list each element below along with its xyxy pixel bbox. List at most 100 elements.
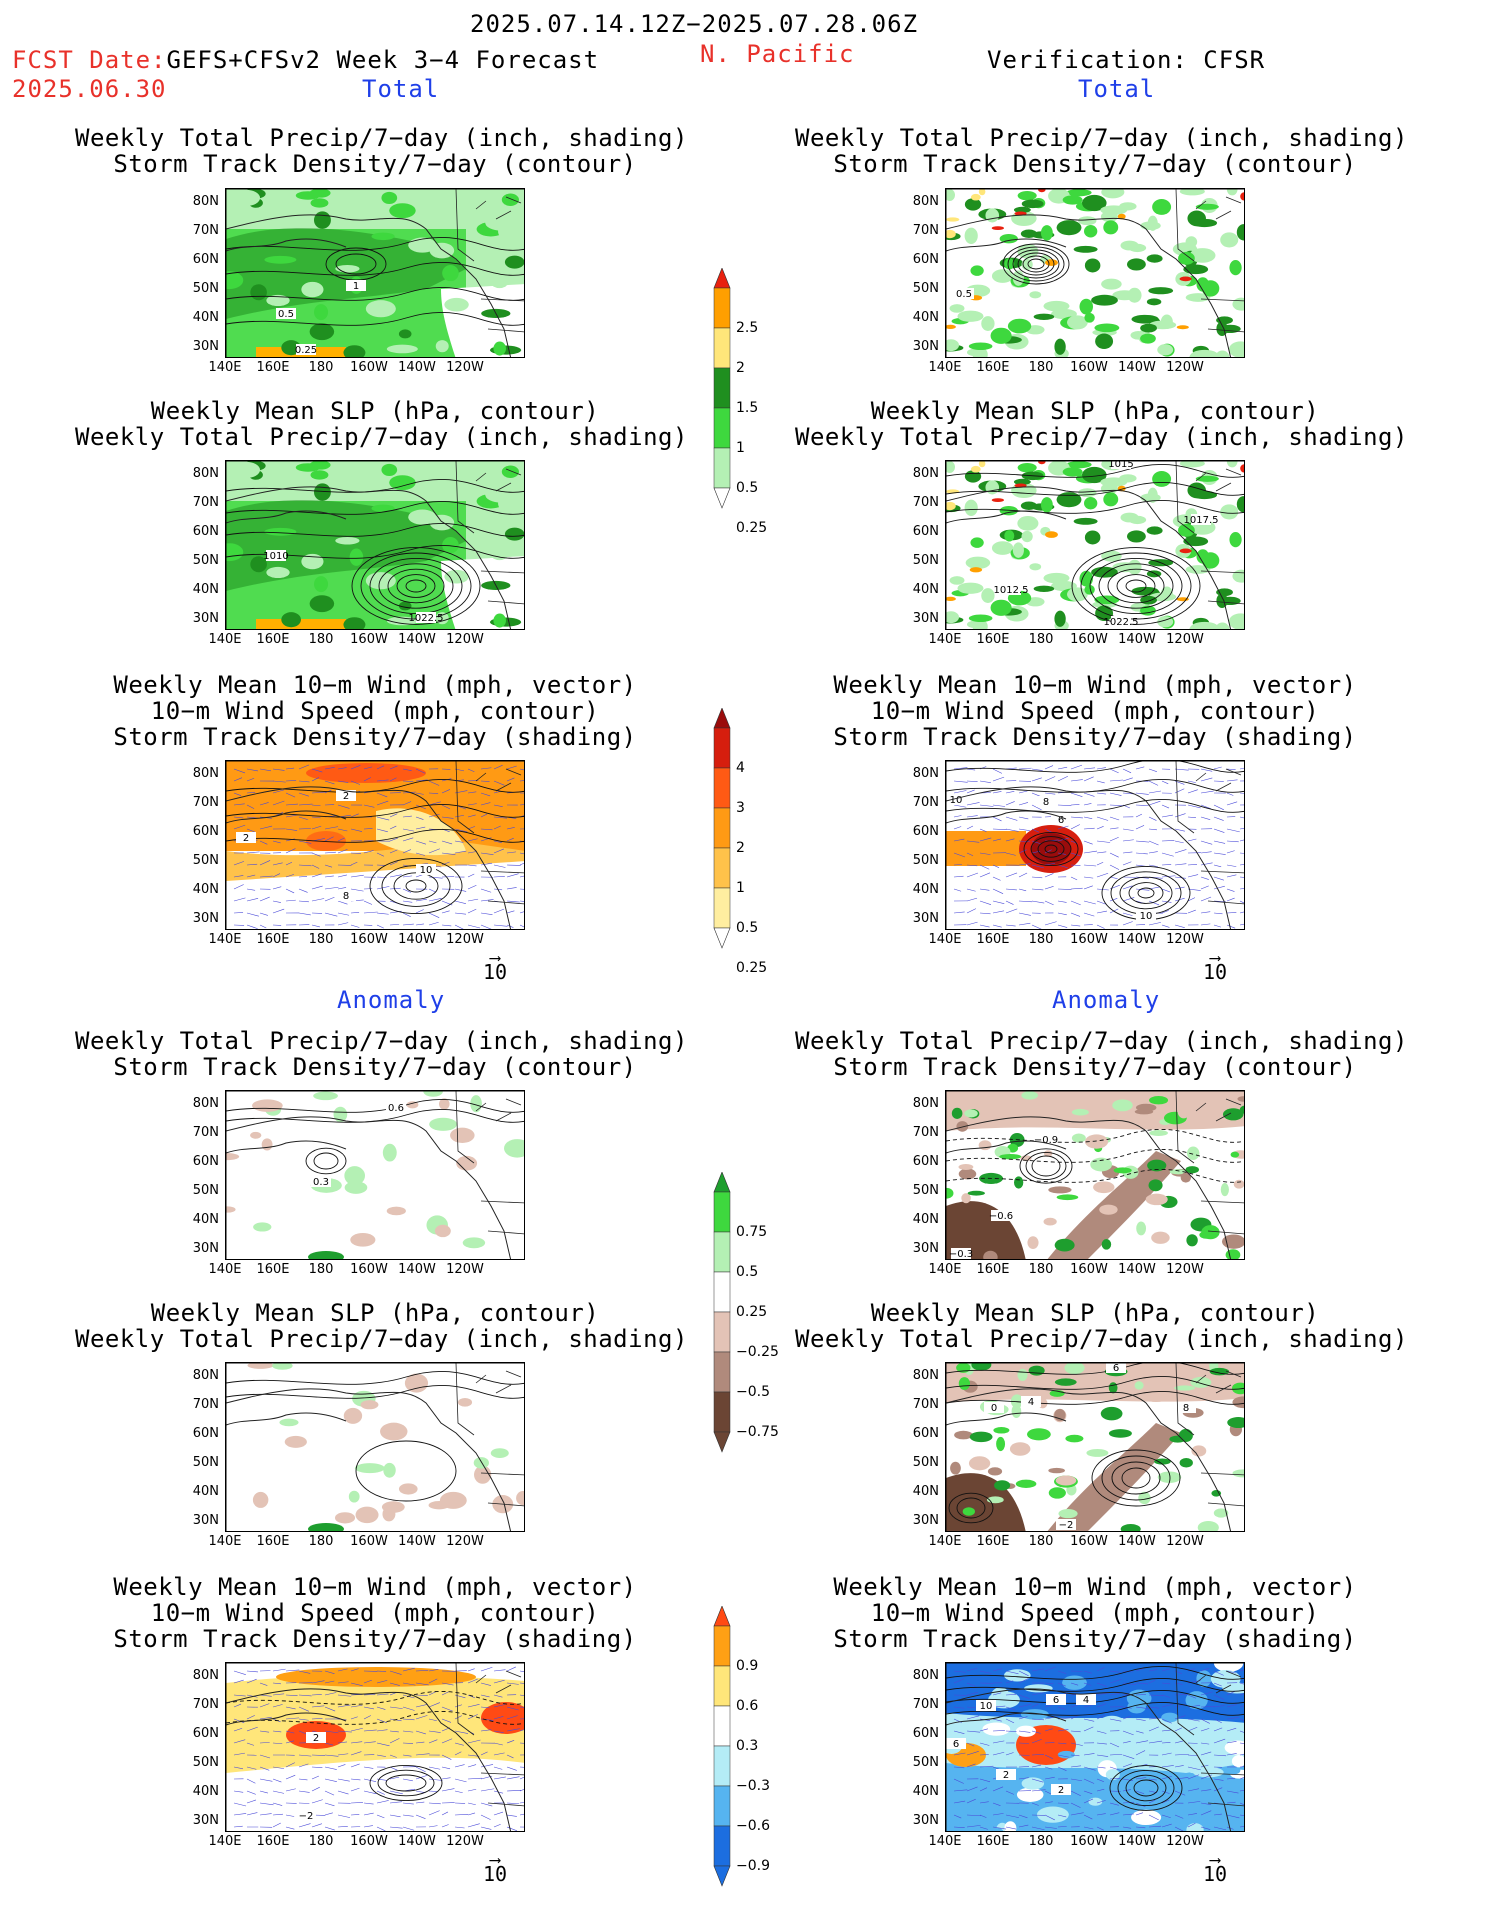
shade-cell [970,537,983,547]
lon-tick-label: 160E [248,932,298,947]
shade-cell [1004,1669,1031,1681]
panel-title-line: Weekly Total Precip/7−day (inch, shading… [795,424,1395,450]
lon-tick-label: 160W [1064,360,1114,375]
shade-cell [965,228,978,244]
shade-cell [505,528,525,541]
shade-cell [985,208,999,222]
lat-tick-label: 70N [183,1397,219,1412]
lon-tick-label: 140E [200,932,250,947]
colorbar [710,1172,750,1492]
shade-cell [1044,301,1070,312]
shade-cell [1190,1744,1204,1761]
lat-tick-label: 30N [183,1513,219,1528]
panel-title-line: Weekly Mean SLP (hPa, contour) [795,398,1395,424]
shade-cell [262,1138,273,1150]
shade-cell [355,1463,385,1473]
shade-cell [1017,1369,1027,1381]
lon-tick-label: 120W [440,1262,490,1277]
lat-tick-label: 30N [183,911,219,926]
panel-title-line: Storm Track Density/7−day (contour) [75,1054,675,1080]
vector-ref-value: 10 [1195,960,1235,984]
colorbar-swatch [714,1272,730,1312]
colorbar-label: 0.25 [736,960,767,976]
lat-tick-label: 70N [903,1397,939,1412]
shade-cell [994,1480,1010,1490]
lat-tick-label: 40N [903,1784,939,1799]
lat-tick-label: 80N [903,194,939,209]
lat-tick-label: 30N [903,611,939,626]
colorbar-bottom-triangle [714,1432,730,1452]
colorbar-label: 0.6 [736,1698,758,1714]
shade-cell [1004,530,1014,541]
lat-tick-label: 80N [903,1668,939,1683]
fcst-model: GEFS+CFSv2 Week 3−4 Forecast [167,46,600,74]
contour-label: −0.9 [1034,1135,1058,1146]
contour-label: −2 [299,1811,314,1822]
shade-cell [1048,1186,1071,1193]
shade-cell [1063,467,1083,476]
panel-title-line: Weekly Mean 10−m Wind (mph, vector) [75,672,675,698]
shade-cell [1186,1234,1197,1246]
shade-cell [1149,1179,1163,1191]
lon-tick-label: 120W [1160,932,1210,947]
lon-tick-label: 140E [200,1534,250,1549]
shade-cell [963,1507,975,1516]
shade-cell [1157,344,1173,355]
panel-title-line: 10−m Wind Speed (mph, contour) [795,698,1395,724]
colorbar-label: 2 [736,840,745,856]
shade-cell [969,614,993,622]
lon-tick-label: 160E [968,1834,1018,1849]
shade-cell [1054,339,1065,355]
lat-tick-label: 50N [183,1455,219,1470]
shade-cell [314,304,328,320]
panel-title-line: Weekly Total Precip/7−day (inch, shading… [795,125,1395,151]
map-panel: 0.5 [945,188,1245,358]
colorbar-swatch [714,1352,730,1392]
shade-cell [1056,1475,1076,1485]
shade-cell [950,304,965,313]
colorbar-label: −0.25 [736,1344,779,1360]
panel-title: Weekly Total Precip/7−day (inch, shading… [795,125,1395,177]
shade-cell [442,265,459,281]
map-canvas: 2−2 [226,1663,525,1832]
shade-cell [493,342,506,356]
map-panel: −0.9−0.6−0.3 [945,1090,1245,1260]
shade-cell [1055,1378,1077,1385]
lon-tick-label: 140E [920,932,970,947]
shade-cell [964,1109,978,1117]
shade-cell [505,256,525,269]
shade-cell [349,1491,360,1503]
shade-cell [1136,1221,1146,1235]
lat-tick-label: 70N [183,795,219,810]
colorbar-label: −0.5 [736,1384,770,1400]
contour-label: 1 [353,281,359,292]
colorbar-label: −0.6 [736,1818,770,1834]
lat-tick-label: 60N [903,1154,939,1169]
lat-tick-label: 70N [903,223,939,238]
lat-tick-label: 80N [903,1368,939,1383]
shade-cell [1094,324,1119,333]
shade-cell [310,323,334,340]
lon-tick-label: 140E [200,1834,250,1849]
shade-cell [1041,225,1053,241]
colorbar-label: 1 [736,440,745,456]
vector-ref-value: 10 [475,1862,515,1886]
colorbar-label: 0.5 [736,920,758,936]
colorbar-swatch [714,888,730,928]
shade-cell [502,194,519,206]
shade-cell [253,1492,268,1508]
lon-tick-label: 180 [296,932,346,947]
shade-cell [1022,199,1044,208]
lat-tick-label: 30N [903,911,939,926]
lat-tick-label: 50N [183,1755,219,1770]
colorbar-swatch [714,808,730,848]
lon-tick-label: 140W [392,1262,442,1277]
shade-cell [1151,1232,1170,1244]
shade-cell [1021,501,1037,510]
shade-cell [1008,319,1031,334]
